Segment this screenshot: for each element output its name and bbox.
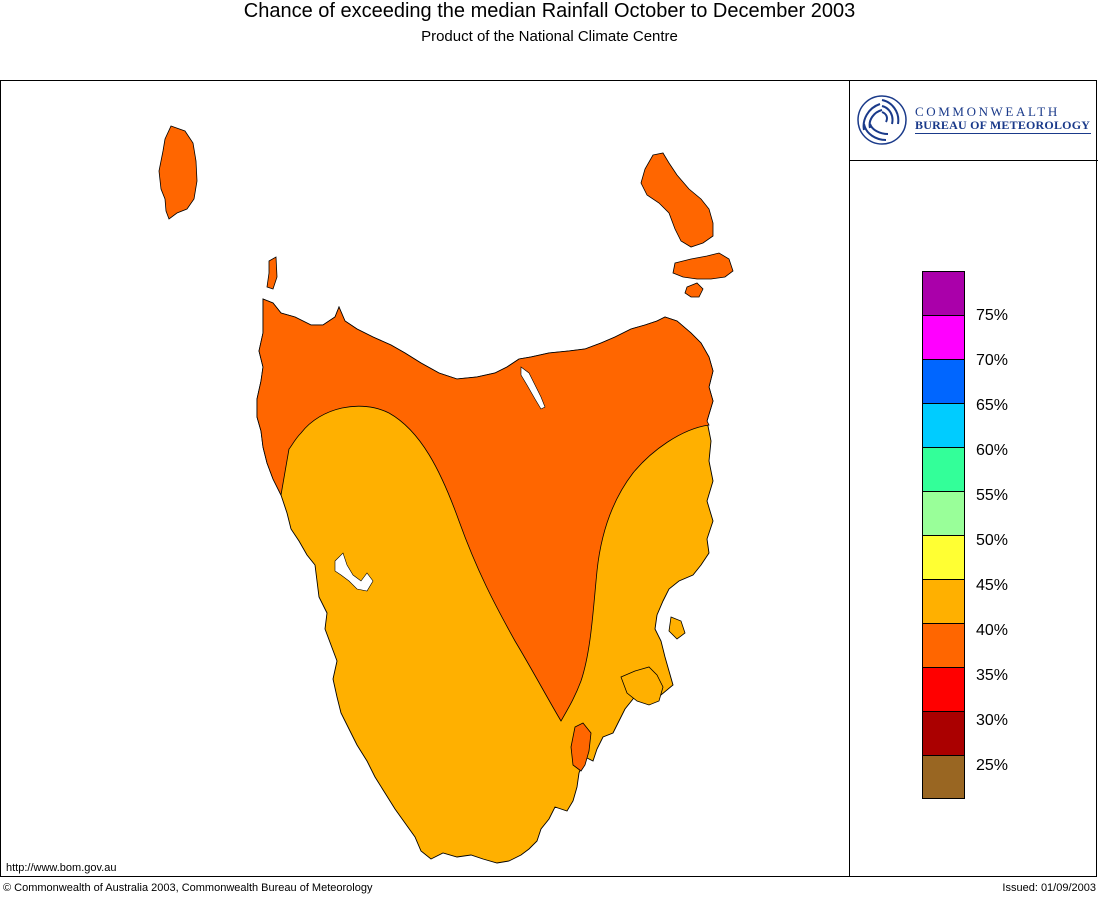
legend-label: 25%	[976, 757, 1009, 774]
cape-barren-island	[672, 252, 734, 280]
macquarie-harbour	[334, 552, 374, 592]
logo-line-bureau: BUREAU OF METEOROLOGY	[915, 118, 1091, 132]
legend-label: 60%	[976, 442, 1009, 459]
bom-swirl-icon	[857, 95, 907, 145]
legend-swatch	[922, 403, 965, 447]
legend-label: 45%	[976, 577, 1009, 594]
legend-label: 75%	[976, 307, 1009, 324]
logo-line-commonwealth: COMMONWEALTH	[915, 104, 1060, 119]
legend-swatch	[922, 535, 965, 579]
robbins-island	[266, 256, 278, 290]
logo-underline	[915, 133, 1091, 134]
frame-divider-vertical	[849, 80, 850, 877]
map-title: Chance of exceeding the median Rainfall …	[243, 0, 856, 22]
legend-label: 50%	[976, 532, 1009, 549]
flinders-island	[640, 152, 714, 248]
legend-swatch	[922, 271, 965, 315]
legend-swatch	[922, 623, 965, 667]
map-frame	[0, 80, 1097, 877]
king-island	[158, 125, 198, 220]
tasmania-map	[158, 125, 734, 864]
legend-swatch	[922, 711, 965, 755]
maria-island	[668, 616, 686, 640]
legend-swatch	[922, 315, 965, 359]
legend-swatch	[922, 359, 965, 403]
legend-swatch	[922, 447, 965, 491]
legend-label: 40%	[976, 622, 1009, 639]
bruny-island	[570, 722, 592, 772]
map-subtitle: Product of the National Climate Centre	[421, 28, 678, 45]
website-url[interactable]: http://www.bom.gov.au	[6, 862, 117, 874]
copyright-notice: © Commonwealth of Australia 2003, Common…	[3, 882, 373, 894]
clarke-island	[684, 282, 704, 298]
legend-label: 30%	[976, 712, 1009, 729]
issued-date: Issued: 01/09/2003	[1002, 882, 1096, 894]
legend-label: 35%	[976, 667, 1009, 684]
legend-swatch	[922, 755, 965, 799]
legend-label: 65%	[976, 397, 1009, 414]
legend-swatch	[922, 579, 965, 623]
tasman-peninsula	[620, 666, 664, 706]
legend-swatch	[922, 491, 965, 535]
colour-legend	[922, 271, 966, 799]
legend-label: 70%	[976, 352, 1009, 369]
legend-label: 55%	[976, 487, 1009, 504]
legend-swatch	[922, 667, 965, 711]
zone-35-40	[256, 298, 714, 722]
tamar-river	[520, 366, 546, 410]
frame-divider-horizontal	[850, 160, 1098, 161]
